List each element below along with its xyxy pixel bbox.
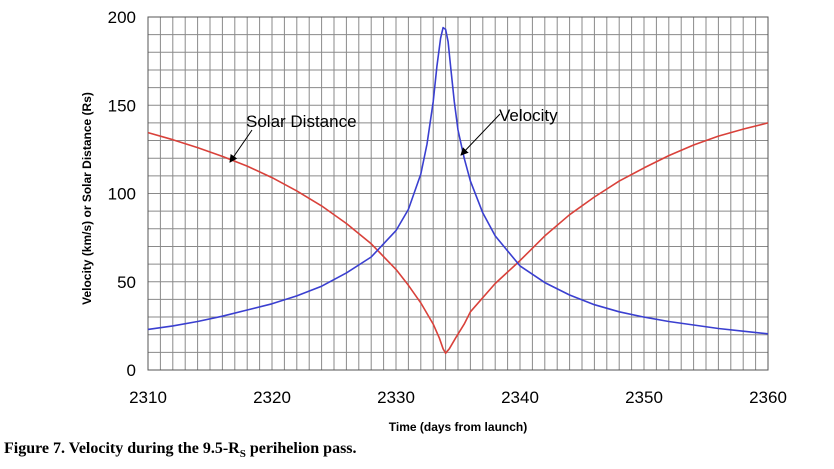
x-axis-title: Time (days from launch) bbox=[389, 420, 527, 434]
grid bbox=[147, 16, 769, 371]
annotations: Solar Distance Velocity bbox=[229, 106, 558, 163]
plot-border bbox=[147, 16, 769, 371]
velocity-arrow bbox=[460, 113, 501, 156]
caption-suffix: perihelion pass. bbox=[245, 440, 357, 457]
x-tick-label: 2330 bbox=[377, 388, 415, 407]
y-tick-label: 100 bbox=[108, 185, 136, 204]
x-tick-label: 2340 bbox=[501, 388, 539, 407]
figure-caption: Figure 7. Velocity during the 9.5-RS per… bbox=[4, 440, 357, 460]
caption-subscript: S bbox=[239, 448, 246, 461]
y-tick-label: 200 bbox=[108, 8, 136, 27]
x-tick-label: 2360 bbox=[749, 388, 787, 407]
tick-labels: 2310 2320 2330 2340 2350 2360 0 50 100 150 200 bbox=[108, 8, 787, 407]
chart: 2310 2320 2330 2340 2350 2360 0 50 100 150 200 Sol… bbox=[80, 8, 787, 434]
x-tick-label: 2350 bbox=[625, 388, 663, 407]
solar-distance-annotation: Solar Distance bbox=[246, 112, 357, 131]
x-tick-label: 2320 bbox=[253, 388, 291, 407]
y-tick-label: 0 bbox=[127, 361, 136, 380]
x-tick-label: 2310 bbox=[129, 388, 167, 407]
velocity-line bbox=[147, 26, 769, 335]
y-tick-label: 50 bbox=[117, 273, 136, 292]
y-axis-title: Velocity (km/s) or Solar Distance (Rs) bbox=[80, 92, 94, 305]
solar-distance-arrow bbox=[229, 129, 253, 163]
velocity-annotation: Velocity bbox=[499, 106, 558, 125]
solar-distance-line bbox=[147, 122, 769, 354]
caption-prefix: Figure 7. Velocity during the 9.5-R bbox=[4, 440, 240, 457]
y-tick-label: 150 bbox=[108, 96, 136, 115]
series-layer bbox=[147, 26, 769, 354]
